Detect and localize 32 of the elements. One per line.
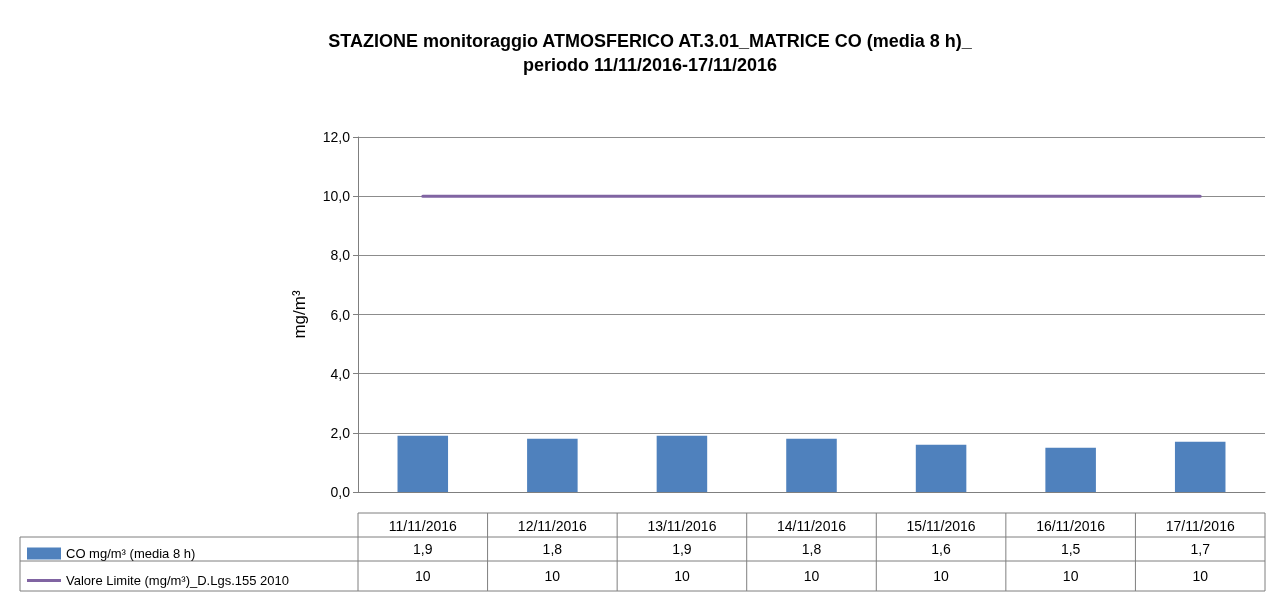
data-label: 10 <box>544 568 561 584</box>
data-label: 1,7 <box>1190 541 1211 557</box>
y-tick-label: 12,0 <box>322 129 351 145</box>
data-label: 1,9 <box>672 541 692 557</box>
y-tick-label: 10,0 <box>322 188 351 205</box>
legend-label: Valore Limite (mg/m³)_D.Lgs.155 2010 <box>66 573 290 588</box>
data-label: 10 <box>415 568 431 584</box>
x-tick-label: 13/11/2016 <box>647 518 717 534</box>
y-axis-title: mg/m³ <box>290 290 309 339</box>
y-tick-label: 0,0 <box>330 484 351 500</box>
data-label: 10 <box>1062 568 1079 584</box>
y-tick-label: 2,0 <box>330 424 351 441</box>
data-label: 1,8 <box>542 541 563 557</box>
chart-title: STAZIONE monitoraggio ATMOSFERICO AT.3.01_MATRICE CO (media 8 h)_ periodo 11/11/2016-17/11/2016 <box>328 31 973 75</box>
x-tick-label: 15/11/2016 <box>906 518 976 534</box>
legend-label: CO mg/m³ (media 8 h) <box>66 546 196 561</box>
x-tick-label: 16/11/2016 <box>1036 518 1106 534</box>
y-tick-label: 4,0 <box>330 365 351 382</box>
y-tick-label: 6,0 <box>330 306 351 323</box>
data-label: 1,9 <box>413 541 433 557</box>
x-tick-label: 17/11/2016 <box>1165 518 1235 534</box>
data-label: 10 <box>674 568 690 584</box>
data-label: 10 <box>1192 568 1209 584</box>
data-label: 10 <box>803 568 820 584</box>
data-label: 1,8 <box>801 541 822 557</box>
x-tick-label: 12/11/2016 <box>517 518 588 534</box>
data-label: 1,6 <box>931 541 952 557</box>
x-tick-label: 11/11/2016 <box>388 518 457 534</box>
data-label: 1,5 <box>1060 541 1081 557</box>
y-tick-label: 8,0 <box>330 247 351 264</box>
data-label: 10 <box>933 568 950 584</box>
x-tick-label: 14/11/2016 <box>776 518 847 534</box>
